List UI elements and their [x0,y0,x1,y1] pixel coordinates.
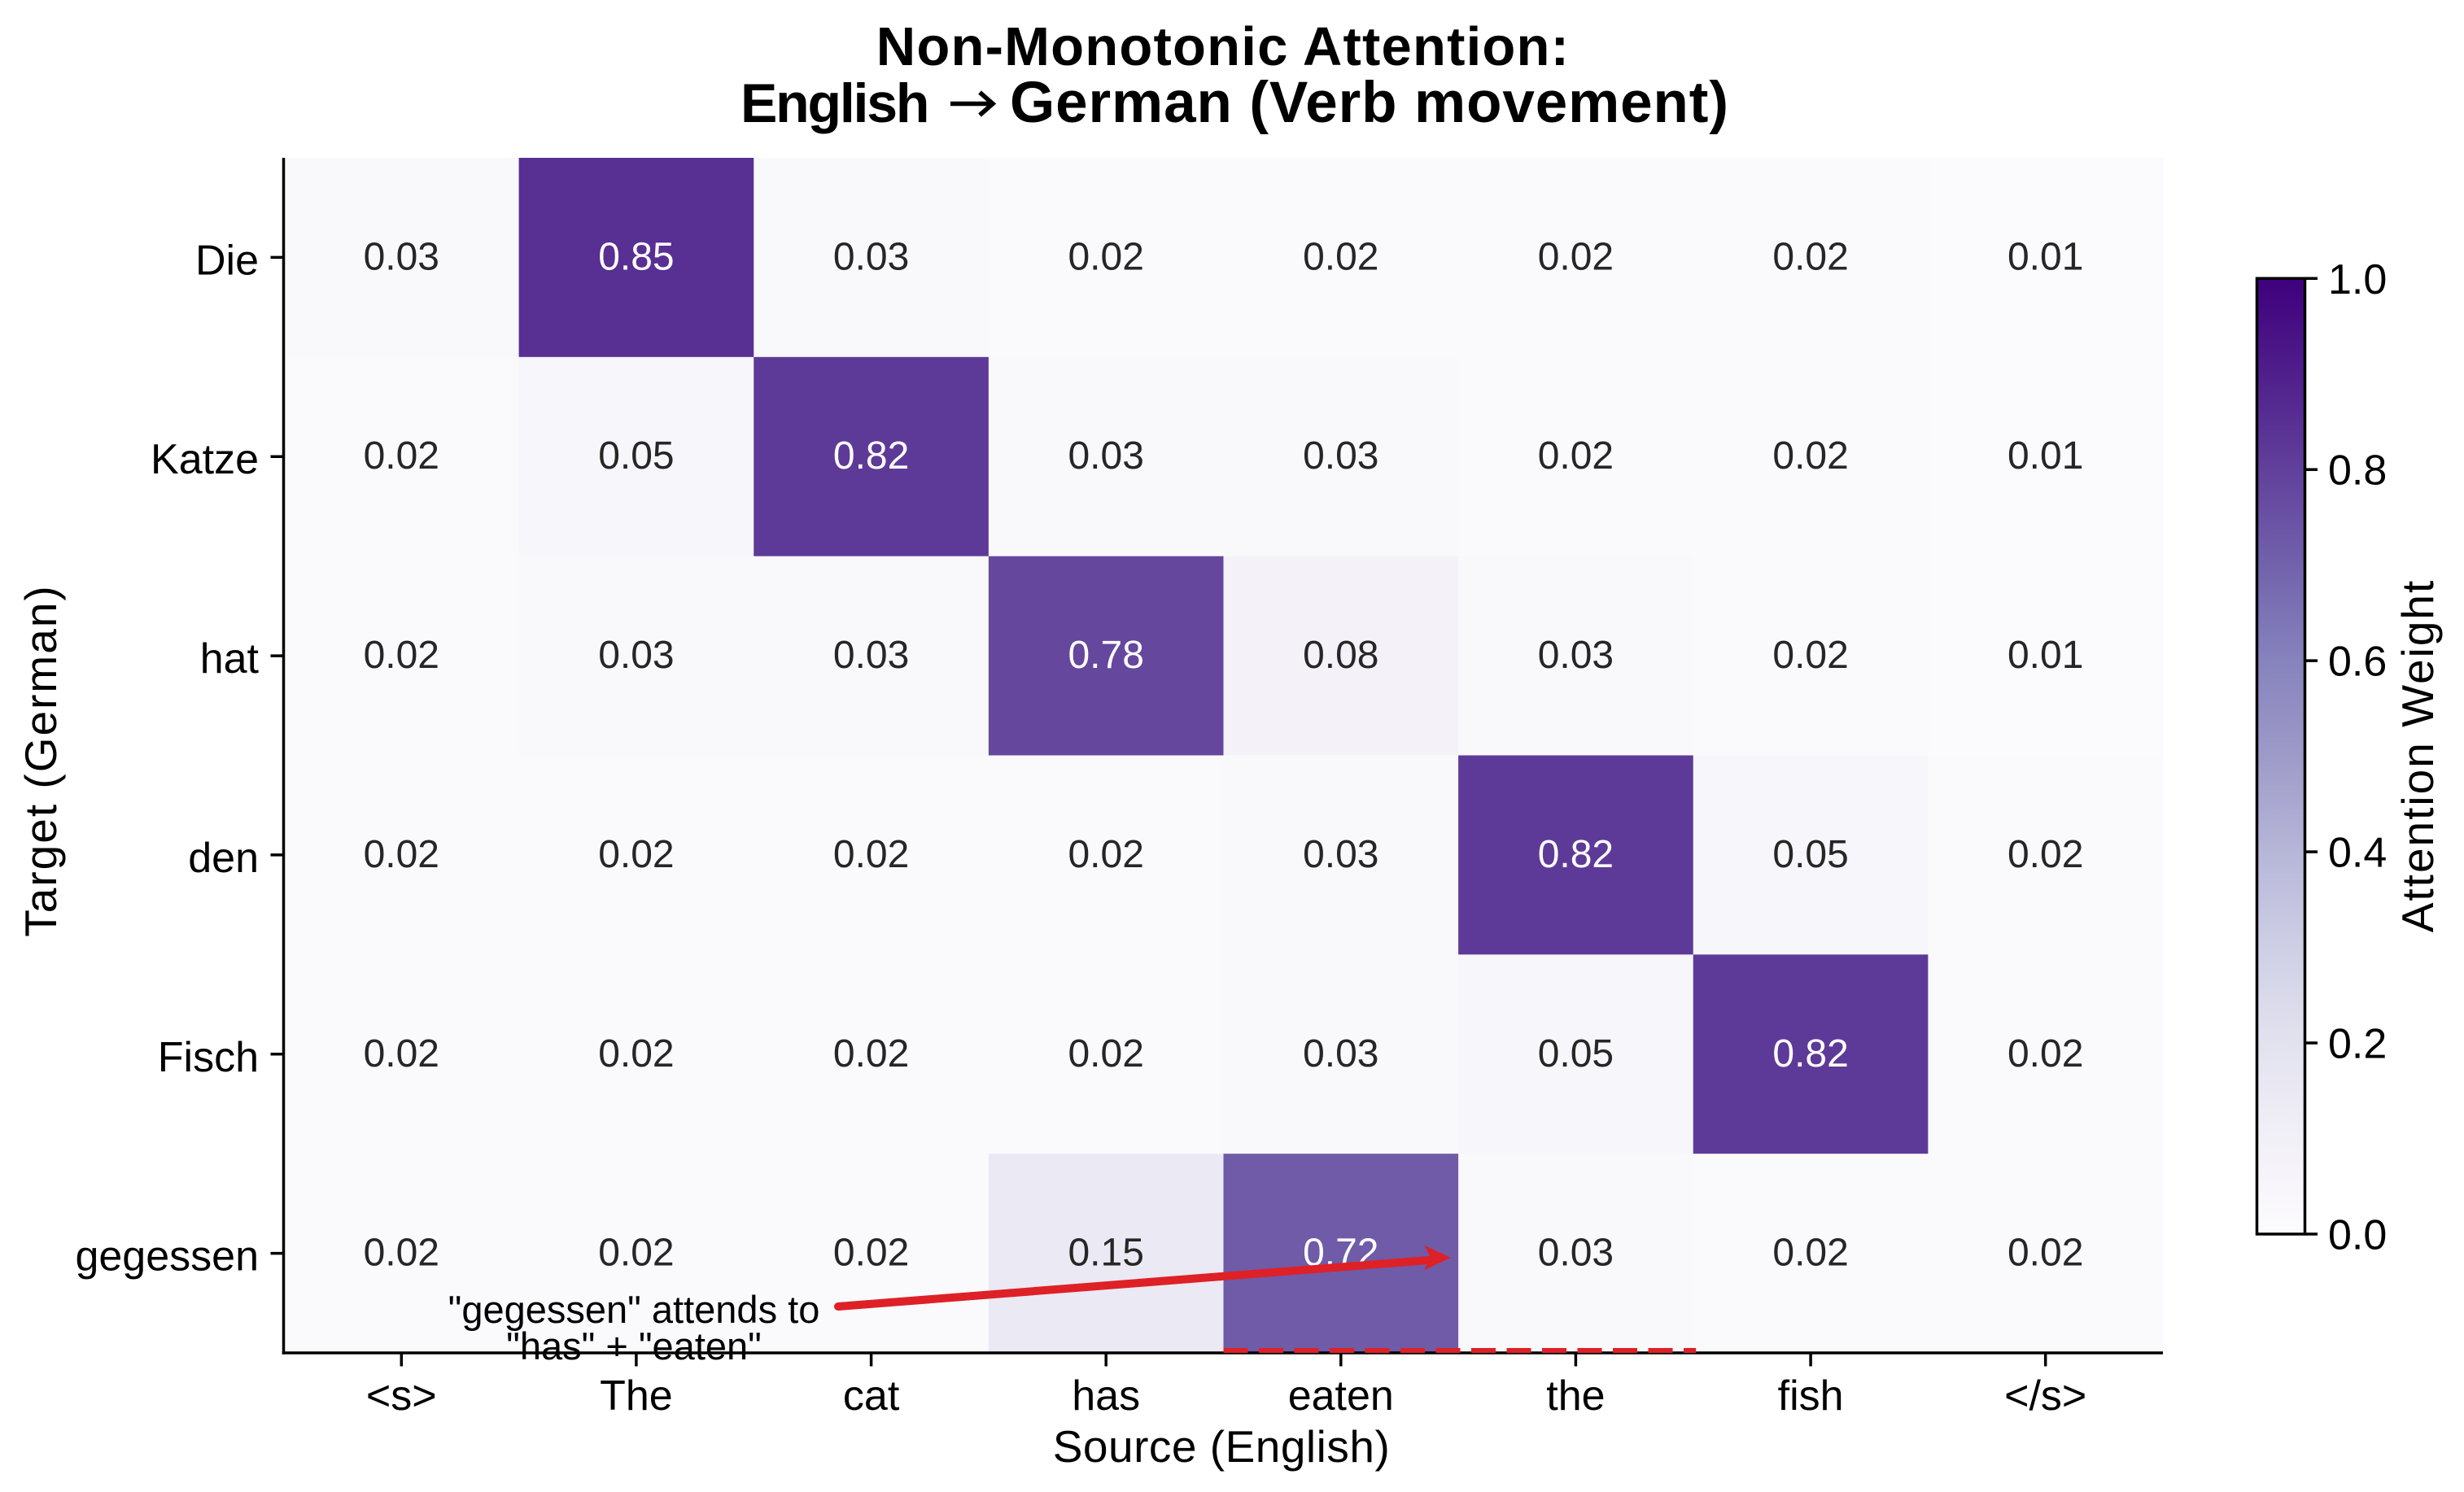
svg-text:0.03: 0.03 [1303,833,1378,876]
svg-text:<s>: <s> [366,1372,437,1420]
svg-text:0.03: 0.03 [833,634,909,677]
svg-text:0.02: 0.02 [2007,1032,2083,1075]
svg-text:0.02: 0.02 [1538,235,1614,278]
svg-text:0.02: 0.02 [1303,235,1378,278]
svg-text:0.02: 0.02 [1068,1032,1143,1075]
svg-text:0.03: 0.03 [1303,434,1378,478]
svg-text:cat: cat [843,1372,900,1420]
svg-text:0.0: 0.0 [2328,1212,2387,1259]
svg-text:gegessen: gegessen [75,1233,259,1280]
svg-text:Target (German): Target (German) [15,584,66,936]
svg-text:0.02: 0.02 [1538,434,1614,478]
svg-text:0.05: 0.05 [598,434,674,478]
svg-text:hat: hat [200,635,260,683]
svg-text:0.02: 0.02 [833,833,909,876]
svg-text:Katze: Katze [151,436,259,483]
svg-text:0.03: 0.03 [364,235,439,278]
svg-text:eaten: eaten [1288,1372,1394,1420]
svg-text:0.02: 0.02 [598,1232,674,1275]
svg-text:Attention Weight: Attention Weight [2392,579,2443,933]
svg-text:0.08: 0.08 [1303,634,1378,677]
svg-text:0.02: 0.02 [1772,235,1848,278]
svg-text:0.02: 0.02 [598,1032,674,1075]
svg-text:0.01: 0.01 [2007,235,2083,278]
svg-text:0.02: 0.02 [1772,1232,1848,1275]
svg-text:0.05: 0.05 [1538,1032,1614,1075]
svg-text:</s>: </s> [2004,1372,2086,1420]
svg-text:0.6: 0.6 [2328,639,2387,686]
svg-text:0.02: 0.02 [364,1232,439,1275]
svg-text:0.02: 0.02 [598,833,674,876]
svg-text:0.85: 0.85 [598,235,674,278]
svg-text:0.01: 0.01 [2007,434,2083,478]
svg-text:0.05: 0.05 [1772,833,1848,876]
svg-text:Source (English): Source (English) [1053,1421,1391,1472]
svg-text:0.03: 0.03 [833,235,909,278]
svg-text:0.4: 0.4 [2328,830,2387,877]
svg-text:0.02: 0.02 [1068,235,1143,278]
svg-text:has: has [1072,1372,1140,1420]
svg-text:0.78: 0.78 [1068,634,1143,677]
svg-text:0.82: 0.82 [1538,833,1614,876]
svg-text:"has" + "eaten": "has" + "eaten" [506,1324,762,1368]
svg-text:the: the [1546,1372,1605,1420]
svg-text:The: The [600,1372,673,1420]
svg-text:0.02: 0.02 [2007,833,2083,876]
svg-text:0.03: 0.03 [598,634,674,677]
svg-text:0.03: 0.03 [1068,434,1143,478]
svg-text:0.02: 0.02 [833,1032,909,1075]
svg-text:0.02: 0.02 [1068,833,1143,876]
svg-text:den: den [188,835,259,882]
svg-text:0.02: 0.02 [2007,1232,2083,1275]
svg-text:0.2: 0.2 [2328,1021,2387,1068]
svg-text:German (Verb movement): German (Verb movement) [1010,71,1729,135]
svg-text:Non-Monotonic Attention:: Non-Monotonic Attention: [876,16,1570,77]
svg-text:0.02: 0.02 [364,833,439,876]
svg-text:0.02: 0.02 [364,634,439,677]
svg-text:0.03: 0.03 [1303,1032,1378,1075]
svg-text:1.0: 1.0 [2328,256,2387,303]
svg-text:0.15: 0.15 [1068,1232,1143,1275]
svg-text:0.02: 0.02 [1772,434,1848,478]
svg-text:0.8: 0.8 [2328,447,2387,495]
svg-text:0.02: 0.02 [364,1032,439,1075]
svg-text:0.03: 0.03 [1538,634,1614,677]
svg-text:0.82: 0.82 [833,434,909,478]
svg-text:0.82: 0.82 [1772,1032,1848,1075]
svg-text:0.02: 0.02 [1772,634,1848,677]
svg-text:0.02: 0.02 [833,1232,909,1275]
svg-text:0.02: 0.02 [364,434,439,478]
svg-text:fish: fish [1778,1372,1844,1420]
svg-text:English: English [741,72,928,134]
svg-text:Die: Die [195,237,259,284]
svg-text:Fisch: Fisch [158,1034,259,1081]
svg-text:"gegessen" attends to: "gegessen" attends to [448,1288,820,1331]
svg-text:0.03: 0.03 [1538,1232,1614,1275]
svg-text:0.01: 0.01 [2007,634,2083,677]
